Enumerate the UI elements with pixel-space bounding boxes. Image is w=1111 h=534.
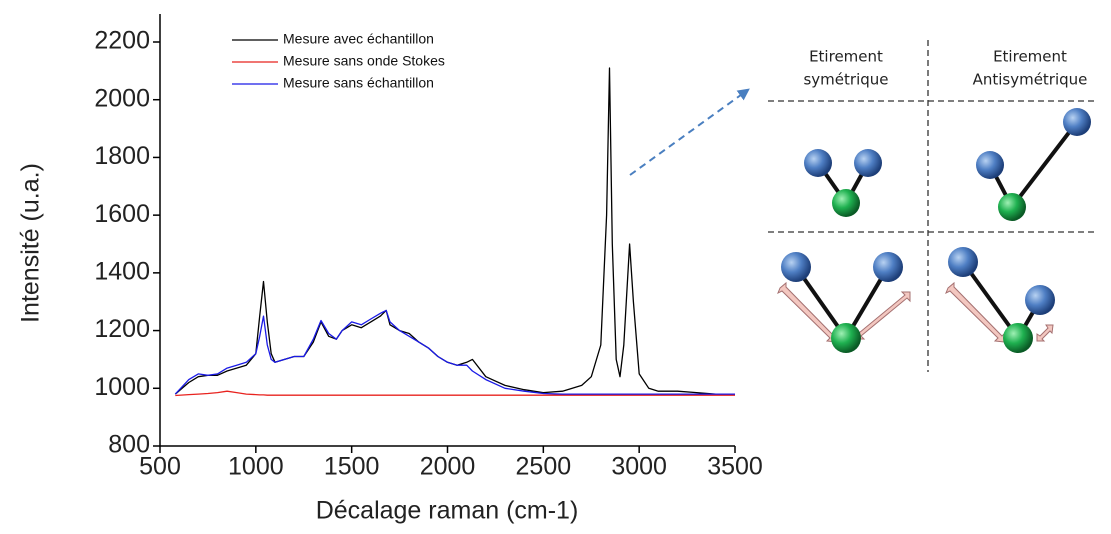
y-tick-label: 2000: [94, 84, 150, 112]
pointer-arrow: [629, 88, 750, 176]
molecule: [777, 252, 911, 353]
series-line: [174, 67, 735, 395]
y-tick-label: 1200: [94, 315, 150, 343]
x-tick-label: 1000: [228, 453, 284, 481]
legend-label: Mesure avec échantillon: [283, 31, 434, 47]
x-tick-label: 1500: [324, 453, 380, 481]
chart: Intensité (u.a.) Décalage raman (cm-1) 8…: [17, 14, 763, 525]
series-line: [174, 309, 735, 395]
y-tick-label: 1000: [94, 373, 150, 401]
x-axis-label: Décalage raman (cm-1): [316, 497, 579, 525]
y-tick-label: 1800: [94, 142, 150, 170]
series-line: [175, 390, 735, 397]
molecule: [976, 108, 1091, 221]
x-tick-label: 3000: [611, 453, 667, 481]
molecule: [945, 247, 1055, 353]
header: Etirement: [993, 48, 1067, 66]
y-tick-label: 1400: [94, 257, 150, 285]
x-tick-label: 500: [139, 453, 181, 481]
header: symétrique: [803, 71, 888, 89]
x-tick-label: 2500: [516, 453, 572, 481]
header: Etirement: [809, 48, 883, 66]
diagram: Etirement symétrique Etirement Antisymét…: [629, 40, 1098, 372]
y-axis-label: Intensité (u.a.): [17, 163, 45, 323]
y-tick-label: 800: [108, 431, 150, 459]
x-tick-label: 2000: [420, 453, 476, 481]
y-tick-label: 2200: [94, 27, 150, 55]
header: Antisymétrique: [973, 71, 1088, 89]
legend-label: Mesure sans onde Stokes: [283, 53, 445, 69]
y-tick-label: 1600: [94, 200, 150, 228]
molecule: [804, 149, 882, 217]
legend-label: Mesure sans échantillon: [283, 75, 434, 91]
x-tick-label: 3500: [707, 453, 763, 481]
